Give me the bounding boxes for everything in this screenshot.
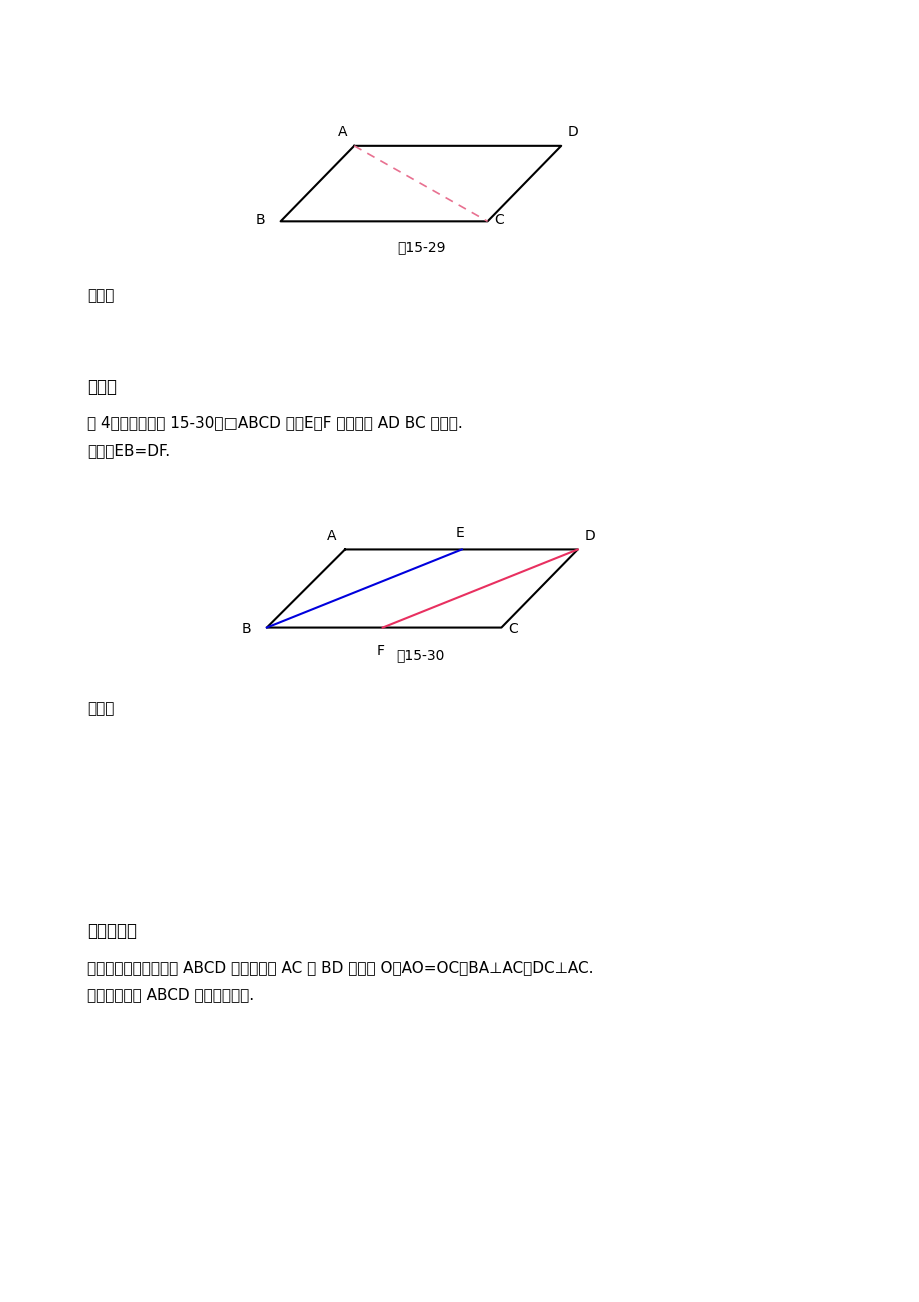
Text: 求证：EB=DF.: 求证：EB=DF. — [87, 443, 170, 458]
Text: 典例：: 典例： — [87, 378, 118, 396]
Text: B: B — [255, 214, 265, 227]
Text: F: F — [377, 644, 384, 658]
Text: A: A — [327, 530, 336, 543]
Text: C: C — [494, 214, 504, 227]
Text: 图15-30: 图15-30 — [396, 648, 444, 661]
Text: D: D — [584, 530, 595, 543]
Text: 证明：: 证明： — [87, 288, 115, 303]
Text: 证明：: 证明： — [87, 700, 115, 716]
Text: C: C — [508, 622, 517, 635]
Text: B: B — [242, 622, 251, 635]
Text: A: A — [337, 125, 346, 138]
Text: 已知：如图，在四边形 ABCD 中，对角线 AC 和 BD 相交于 O，AO=OC，BA⊥AC，DC⊥AC.: 已知：如图，在四边形 ABCD 中，对角线 AC 和 BD 相交于 O，AO=O… — [87, 960, 594, 975]
Text: 求证：四边形 ABCD 是平行四边形.: 求证：四边形 ABCD 是平行四边形. — [87, 987, 255, 1003]
Text: D: D — [567, 125, 578, 138]
Text: 图15-29: 图15-29 — [397, 241, 445, 254]
Text: 跟踪训练：: 跟踪训练： — [87, 922, 137, 940]
Text: E: E — [455, 526, 464, 539]
Text: 例 4、已知：如图 15-30，□ABCD 中，E、F 分别是边 AD BC 的中点.: 例 4、已知：如图 15-30，□ABCD 中，E、F 分别是边 AD BC 的… — [87, 415, 462, 431]
